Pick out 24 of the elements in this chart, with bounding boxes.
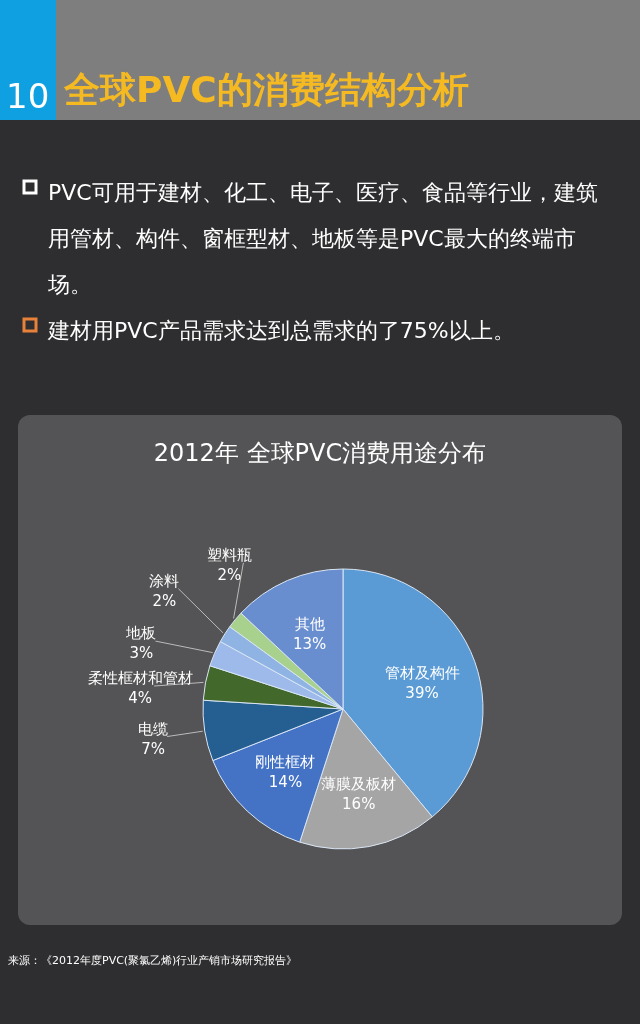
data-label: 2%: [152, 591, 177, 610]
slice-label: 薄膜及板材: [321, 774, 397, 793]
source-note: 来源：《2012年度PVC(聚氯乙烯)行业产销市场研究报告》: [8, 953, 298, 968]
slice-label: 刚性框材: [255, 753, 316, 772]
text: 全球PVC的消费结构分析: [64, 68, 469, 112]
slice-label: 地板: [125, 624, 157, 643]
data-label: 13%: [292, 635, 327, 654]
slice-label: 其他: [294, 614, 325, 633]
slice-label: 管材及构件: [384, 663, 460, 682]
data-label: 7%: [141, 739, 166, 758]
slice-label: 涂料: [149, 571, 180, 590]
slice-label: 电缆: [138, 719, 169, 738]
text: 10: [6, 76, 50, 116]
data-label: 2%: [217, 566, 242, 585]
chart-title: 2012年 全球PVC消费用途分布: [152, 438, 488, 469]
slice-label: 柔性框材和管材: [87, 669, 193, 688]
text: 建材用PVC产品需求达到总需求的了75%以上。: [48, 317, 515, 345]
data-label: 3%: [129, 644, 154, 663]
text: PVC可用于建材、化工、电子、医疗、食品等行业，建筑用管材、构件、窗框型材、地板等是PVC最大的终端市场。: [48, 179, 599, 299]
data-label: 39%: [405, 683, 439, 702]
data-label: 16%: [342, 794, 376, 813]
slice-label: 塑料瓶: [206, 545, 252, 564]
data-label: 4%: [128, 689, 153, 708]
data-label: 14%: [268, 773, 303, 792]
